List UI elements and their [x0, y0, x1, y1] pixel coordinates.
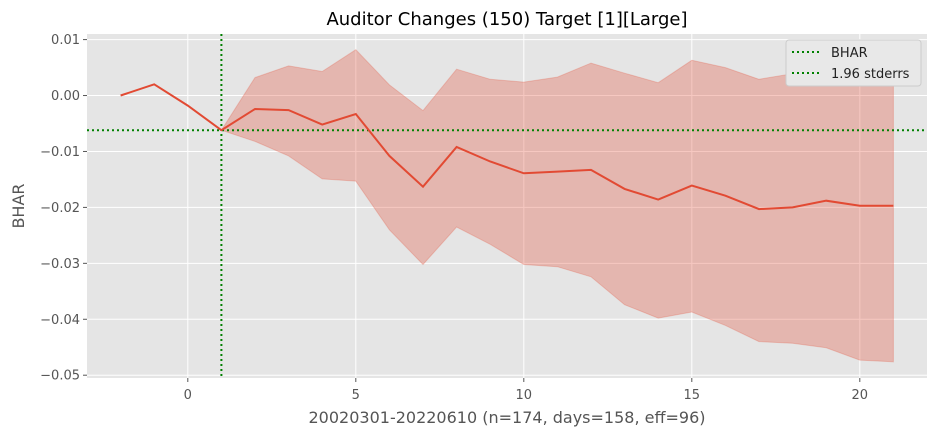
reference-lines: [87, 34, 927, 378]
grid: [87, 34, 927, 378]
x-tick-label: 0: [184, 388, 192, 403]
x-tick-label: 15: [684, 388, 701, 403]
y-tick-label: −0.03: [40, 257, 80, 272]
plot-background: [87, 34, 927, 378]
y-tick-label: −0.05: [40, 369, 80, 384]
y-ticks: −0.05 −0.04 −0.03 −0.02 −0.01 0.00 0.01: [40, 33, 87, 384]
y-axis-label: BHAR: [9, 183, 28, 228]
legend-box: [785, 39, 922, 87]
y-tick-label: −0.02: [40, 201, 80, 216]
x-tick-label: 10: [516, 388, 533, 403]
x-ticks: 0 5 10 15 20: [184, 378, 868, 403]
y-tick-label: 0.00: [51, 89, 80, 104]
y-tick-label: 0.01: [51, 33, 80, 48]
legend: BHAR 1.96 stderrs: [785, 39, 922, 87]
y-tick-label: −0.01: [40, 145, 80, 160]
x-tick-label: 5: [352, 388, 360, 403]
legend-label-stderr: 1.96 stderrs: [831, 67, 910, 82]
legend-label-bhar: BHAR: [831, 46, 868, 61]
y-tick-label: −0.04: [40, 313, 80, 328]
chart-title: Auditor Changes (150) Target [1][Large]: [326, 9, 687, 30]
x-tick-label: 20: [852, 388, 869, 403]
bhar-line: [120, 83, 894, 211]
x-axis-label: 20020301-20220610 (n=174, days=158, eff=…: [309, 408, 706, 427]
bhar-series: [120, 83, 894, 211]
